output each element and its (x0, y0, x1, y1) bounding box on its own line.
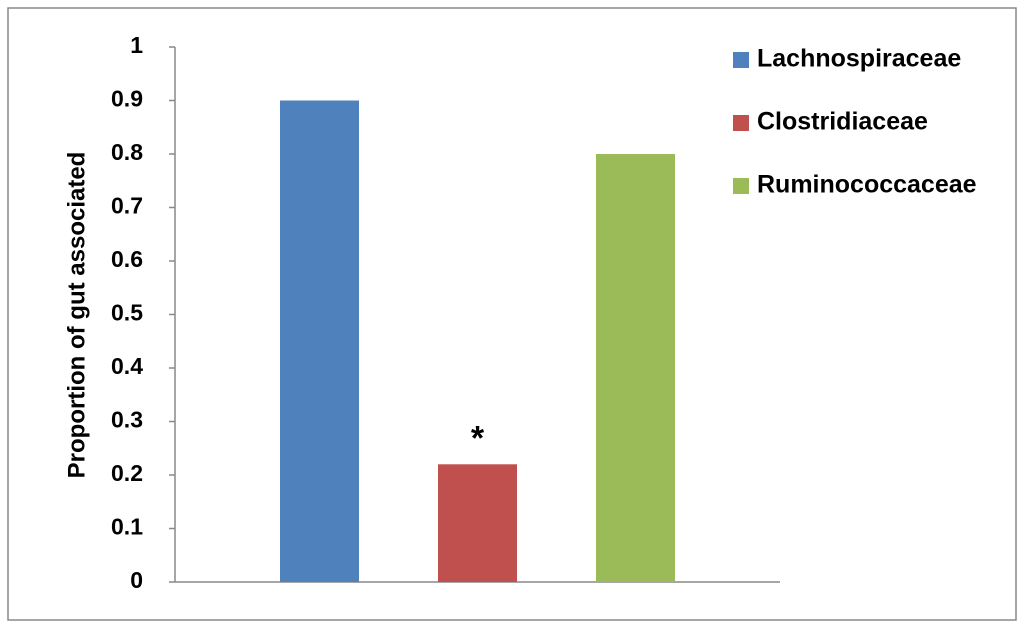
legend-swatch (733, 52, 749, 68)
legend-swatch (733, 178, 749, 194)
y-tick-label: 0.5 (111, 300, 143, 326)
legend-swatch (733, 115, 749, 131)
y-tick-label: 1 (130, 32, 143, 58)
legend-label: Clostridiaceae (757, 108, 928, 136)
y-tick-label: 0.4 (111, 353, 143, 379)
bar (596, 154, 675, 582)
bar (438, 464, 517, 582)
bar (280, 100, 359, 582)
y-tick-label: 0 (130, 567, 143, 593)
y-tick-label: 0.2 (111, 460, 143, 486)
y-tick-label: 0.8 (111, 139, 143, 165)
y-axis-label: Proportion of gut associated (63, 152, 90, 479)
legend-label: Lachnospiraceae (757, 45, 961, 73)
y-tick-label: 0.6 (111, 246, 143, 272)
significance-annotation: * (471, 419, 485, 457)
y-tick-label: 0.1 (111, 514, 143, 540)
y-tick-label: 0.7 (111, 193, 143, 219)
legend-label: Ruminococcaceae (757, 171, 977, 199)
y-tick-label: 0.9 (111, 86, 143, 112)
y-tick-label: 0.3 (111, 407, 143, 433)
